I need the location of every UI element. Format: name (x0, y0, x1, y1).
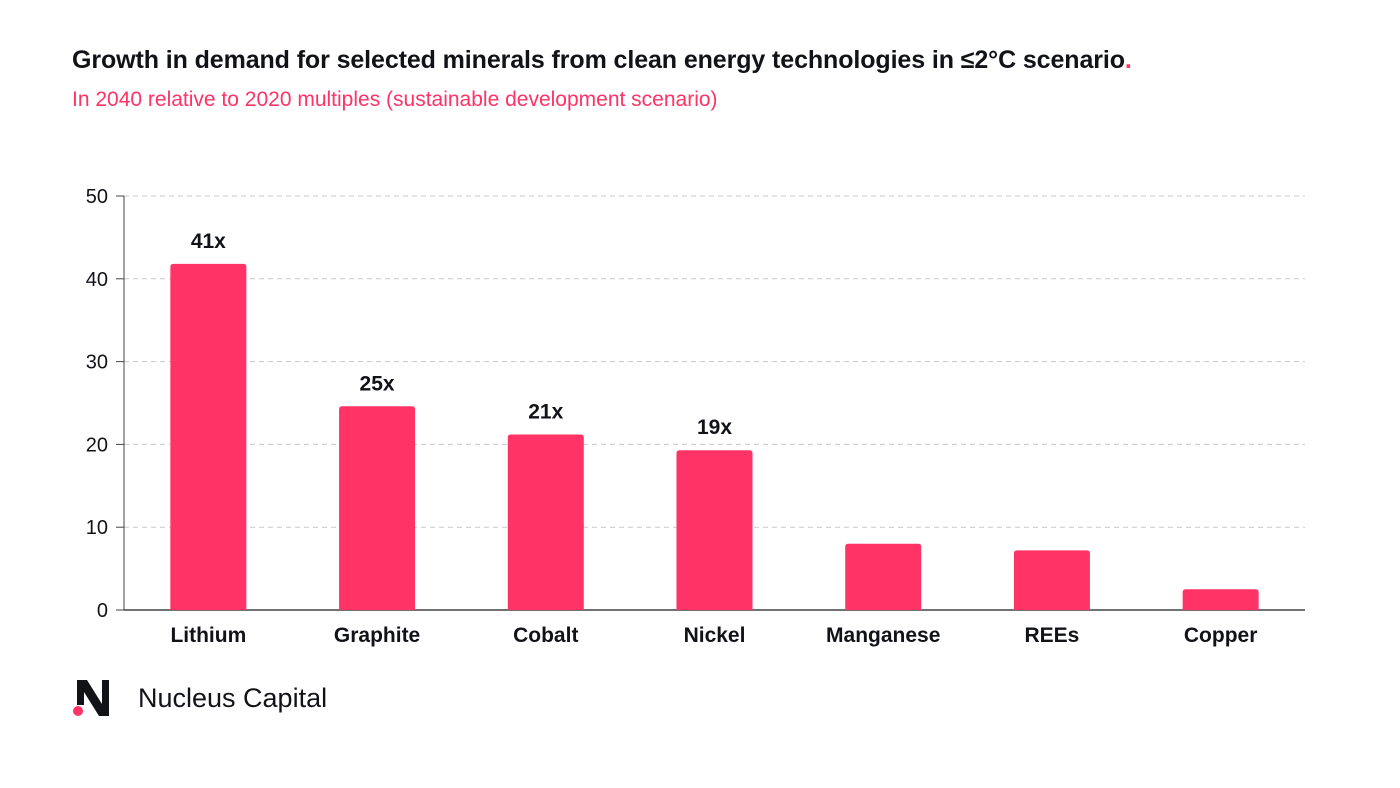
chart-title: Growth in demand for selected minerals f… (72, 46, 1132, 74)
bar (845, 543, 922, 610)
y-tick-label: 0 (97, 600, 108, 622)
data-label: 21x (528, 400, 563, 423)
x-tick-label: Lithium (170, 624, 246, 647)
bar (339, 406, 416, 610)
x-tick-label: Copper (1184, 624, 1258, 647)
nucleus-n-logo-icon (73, 680, 109, 716)
bar (507, 434, 584, 610)
bar (676, 450, 753, 610)
x-tick-label: Nickel (684, 624, 746, 647)
y-tick-label: 10 (86, 517, 108, 539)
bar (1182, 589, 1259, 610)
y-tick-label: 30 (86, 352, 108, 374)
x-tick-label: REEs (1024, 624, 1079, 647)
bar (1013, 550, 1090, 610)
brand: Nucleus Capital (72, 680, 327, 716)
data-label: 25x (360, 372, 395, 395)
x-tick-label: Manganese (826, 624, 940, 647)
y-tick-label: 20 (86, 434, 108, 456)
x-tick-label: Graphite (334, 624, 420, 647)
chart-subtitle: In 2040 relative to 2020 multiples (sust… (72, 88, 718, 111)
y-tick-label: 50 (86, 186, 108, 208)
x-tick-label: Cobalt (513, 624, 578, 647)
bar (170, 263, 247, 610)
y-tick-label: 40 (86, 269, 108, 291)
data-label: 19x (697, 416, 732, 439)
brand-name: Nucleus Capital (138, 682, 328, 713)
title-accent-dot: . (1124, 46, 1132, 74)
data-label: 41x (191, 230, 226, 253)
